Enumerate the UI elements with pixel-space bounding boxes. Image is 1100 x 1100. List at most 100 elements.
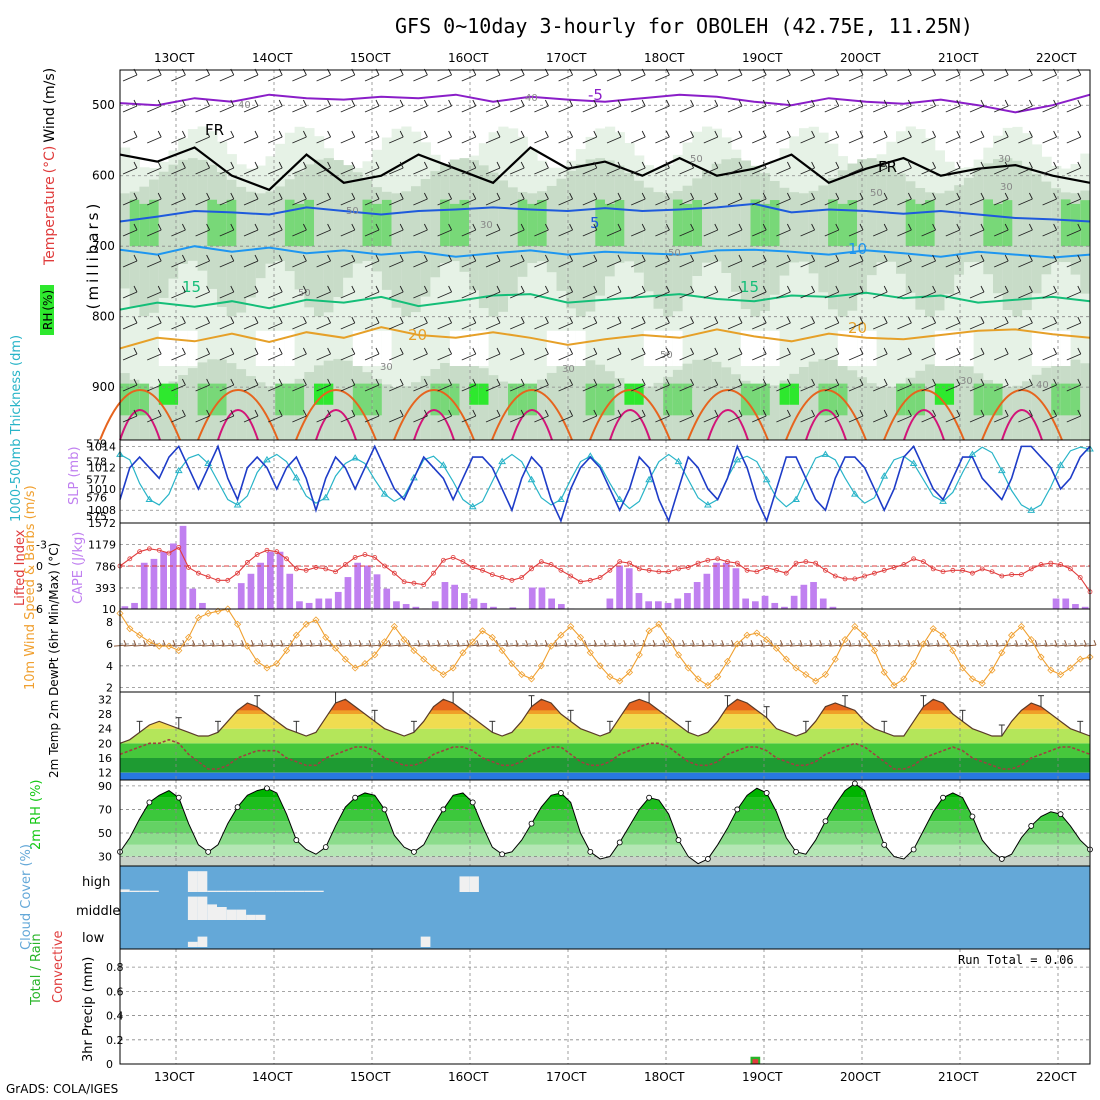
- lifted-point: [1028, 566, 1034, 572]
- wind-barb: [316, 223, 332, 237]
- wind-barb: [122, 223, 138, 237]
- rh-point: [587, 848, 594, 855]
- lifted-point: [872, 570, 877, 576]
- wind-point: [851, 622, 859, 631]
- wind-barb: [147, 254, 162, 268]
- rh-shade-70: [915, 203, 926, 247]
- wind-barb: [994, 99, 1009, 113]
- wind-barb: [776, 254, 791, 268]
- lifted-point: [382, 563, 387, 569]
- wind-barb: [776, 161, 791, 175]
- rh-shade-50: [925, 192, 936, 317]
- cape-bar: [800, 584, 808, 609]
- rh-shade-70: [284, 199, 296, 247]
- wind-barb: [558, 378, 574, 392]
- rh-shade-70: [605, 203, 616, 247]
- rh-clear: [643, 330, 654, 366]
- wind-barb: [413, 99, 428, 113]
- wind-barb: [824, 378, 840, 392]
- lifted-point: [911, 556, 917, 562]
- wind-point: [302, 620, 310, 628]
- wind-barb: [800, 409, 816, 423]
- wind-barb: [800, 223, 816, 237]
- isotherm-25: [491, 389, 573, 441]
- wind-barb: [461, 223, 477, 237]
- lifted-point: [421, 582, 427, 588]
- wind-barb: [969, 285, 985, 299]
- wind-barb: [219, 316, 235, 330]
- x-tick-label-bottom: 19OCT: [742, 1070, 783, 1084]
- wind-barb: [727, 285, 743, 299]
- wind-barb: [268, 99, 283, 113]
- wind-barb: [316, 378, 332, 392]
- rh-shade-70-low: [508, 383, 519, 416]
- wind-barb: [413, 347, 428, 361]
- wind-barb: [679, 409, 695, 423]
- wind-barb: [389, 223, 404, 237]
- rh-shade-30: [197, 126, 208, 441]
- wind-barb: [848, 223, 864, 237]
- wind-barb: [340, 409, 356, 423]
- contour-label: 15: [740, 278, 759, 296]
- lifted-point: [568, 573, 574, 579]
- lifted-point: [921, 559, 926, 565]
- y-right-tick: 1008: [88, 504, 116, 517]
- wind-barb: [485, 254, 501, 268]
- lifted-point: [333, 569, 338, 575]
- wind-barb: [703, 223, 719, 237]
- rh-shade-30: [692, 131, 703, 440]
- lifted-point: [186, 565, 191, 570]
- wind-barb: [873, 99, 888, 113]
- wind-barb: [703, 192, 719, 206]
- rh-shade-50-low: [411, 382, 422, 440]
- lifted-point: [852, 576, 858, 582]
- rh-shade-70-low: [1070, 383, 1081, 416]
- wind-barb: [921, 254, 937, 268]
- contour-label: 30: [1000, 182, 1013, 193]
- wind-barb: [945, 409, 961, 423]
- wind-barb: [824, 99, 840, 113]
- wind-barb: [921, 285, 937, 299]
- rh-clear: [934, 330, 945, 366]
- wind-barb: [292, 409, 307, 423]
- wind-barb: [582, 161, 598, 175]
- wind-barb: [994, 316, 1009, 330]
- isotherm-30: [1001, 409, 1043, 441]
- wind-barb: [679, 285, 695, 299]
- wind-barb: [461, 285, 477, 299]
- surface-barb: [721, 639, 734, 647]
- rh-shade-70-low: [818, 383, 829, 416]
- rh-shade-30: [605, 126, 616, 440]
- wind-point: [273, 660, 281, 668]
- legend-rh-unit: (%): [41, 290, 55, 311]
- x-tick-label-bottom: 16OCT: [448, 1070, 489, 1084]
- wind-barb: [582, 130, 598, 144]
- x-tick-label-top: 15OCT: [350, 51, 391, 65]
- surface-barb: [309, 639, 323, 647]
- wind-barb: [921, 223, 937, 237]
- wind-barb: [364, 161, 380, 175]
- cloud-bar-high: [197, 871, 208, 892]
- wind-barb: [679, 130, 695, 144]
- lifted-point: [470, 565, 476, 570]
- wind-point: [645, 627, 653, 635]
- cape-bar: [364, 565, 371, 609]
- wind-barb: [752, 378, 767, 392]
- wind-barb: [1066, 316, 1082, 330]
- wind-barb: [461, 316, 477, 330]
- lifted-point: [480, 567, 485, 573]
- rh-shade-70-low: [294, 383, 305, 416]
- wind-point: [968, 675, 976, 683]
- wind-barb: [945, 285, 961, 299]
- wind-barb: [364, 347, 380, 361]
- wind-barb: [1018, 223, 1033, 237]
- wind-barb: [606, 378, 622, 392]
- wind-barb: [316, 192, 332, 206]
- y-left-tick: 3: [36, 582, 43, 595]
- wind-point: [537, 662, 545, 670]
- surface-barb: [780, 639, 793, 647]
- rh-shade-70-low: [605, 383, 616, 416]
- legend-rh-swatch: [40, 285, 54, 335]
- wind-barb: [873, 285, 888, 299]
- lifted-point: [499, 575, 505, 580]
